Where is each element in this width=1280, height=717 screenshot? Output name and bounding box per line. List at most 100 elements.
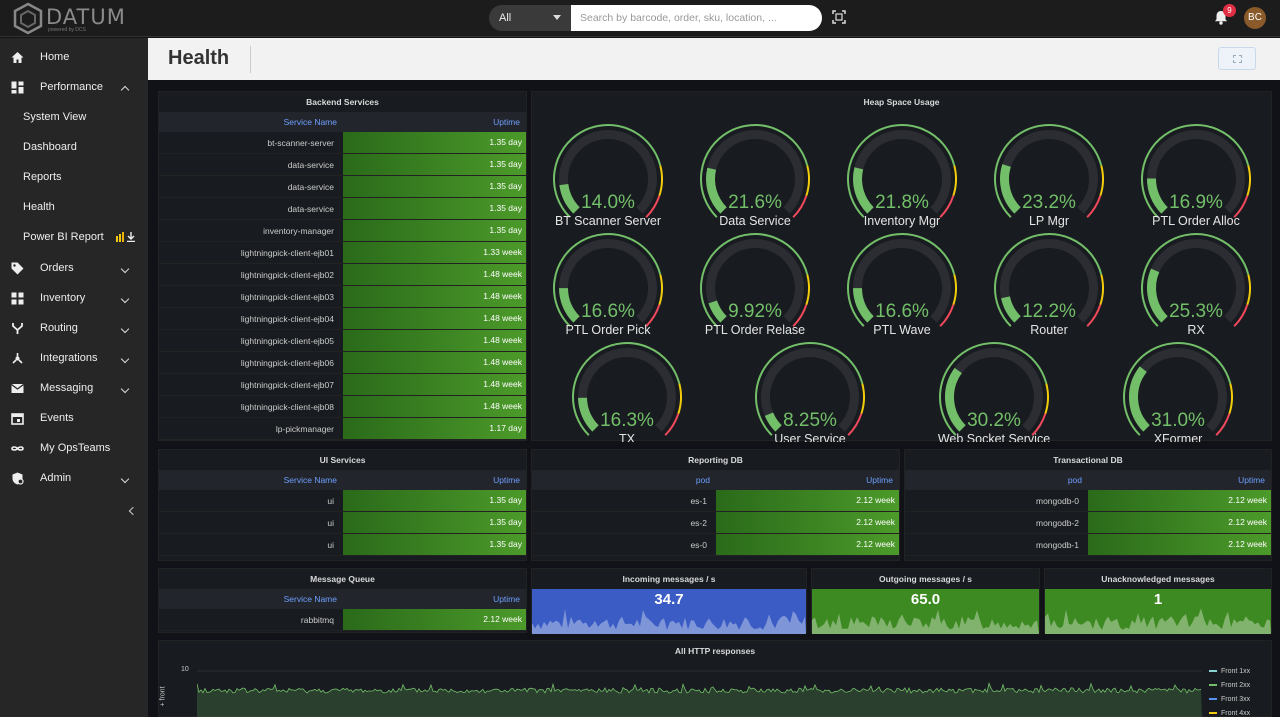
table-row: ui 1.35 day	[159, 534, 526, 556]
gauge-threshold-red	[1086, 195, 1102, 218]
row-uptime: 1.35 day	[343, 176, 526, 197]
legend-label: Front 4xx	[1221, 710, 1251, 717]
tag-icon	[11, 262, 24, 275]
sidebar-item-label: Events	[40, 412, 74, 424]
gauge-value: 9.92%	[728, 301, 782, 322]
gauge-threshold-yellow	[658, 165, 663, 196]
gauge-fill	[1001, 296, 1021, 323]
gauge-value: 16.6%	[581, 301, 635, 322]
table-row: ui 1.35 day	[159, 512, 526, 534]
sidebar-item-home[interactable]: Home	[0, 42, 148, 72]
collapse-sidebar-icon[interactable]	[128, 506, 138, 516]
user-avatar[interactable]: BC	[1244, 7, 1266, 29]
panel-title: Message Queue	[310, 574, 375, 584]
http-responses-chart	[197, 670, 1202, 717]
row-name: es-2	[690, 518, 707, 528]
sidebar-item-routing[interactable]: Routing	[0, 313, 148, 343]
legend-label: Front 3xx	[1221, 696, 1251, 703]
stat-sparkline	[1045, 589, 1271, 634]
row-name: ui	[327, 496, 334, 506]
legend-swatch	[1209, 698, 1217, 701]
table-row: mongodb-0 2.12 week	[905, 490, 1271, 512]
sidebar-item-my-opsteams[interactable]: My OpsTeams	[0, 433, 148, 463]
sidebar-item-label: Inventory	[40, 292, 86, 304]
legend-item[interactable]: Front 1xx	[1209, 668, 1250, 675]
gauge-label: User Service	[774, 432, 846, 442]
column-header-uptime[interactable]: Uptime	[493, 475, 520, 485]
column-header-uptime[interactable]: Uptime	[493, 117, 520, 127]
row-name: rabbitmq	[300, 615, 334, 625]
table-row: bt-scanner-server 1.35 day	[159, 132, 526, 154]
gauge-label: Data Service	[719, 214, 791, 228]
sidebar-item-messaging[interactable]: Messaging	[0, 373, 148, 403]
stat-value: 1	[1153, 591, 1163, 608]
search-input[interactable]	[571, 5, 822, 31]
row-name: ui	[327, 518, 334, 528]
gauge-threshold-green	[1141, 124, 1250, 218]
gauge-threshold-red	[1215, 413, 1231, 436]
gauge-threshold-green	[572, 342, 681, 436]
header-divider	[250, 46, 251, 73]
row-name: lightningpick-client-ejb07	[240, 380, 334, 390]
column-header-pod[interactable]: pod	[695, 475, 710, 485]
row-uptime: 2.12 week	[343, 609, 526, 630]
gauge-threshold-green	[755, 342, 864, 436]
sidebar-item-orders[interactable]: Orders	[0, 253, 148, 283]
chevron-up-icon	[120, 85, 130, 95]
legend-item[interactable]: Front 2xx	[1209, 682, 1250, 689]
panel-title: Outgoing messages / s	[878, 574, 973, 584]
fullscreen-icon	[1233, 55, 1242, 63]
notification-badge: 9	[1223, 4, 1236, 17]
legend-label: Front 1xx	[1221, 668, 1251, 675]
column-header-service-name[interactable]: Service Name	[283, 117, 337, 127]
sidebar-item-label: Home	[40, 51, 70, 63]
sidebar-item-reports[interactable]: Reports	[0, 162, 148, 192]
column-header-uptime[interactable]: Uptime	[493, 594, 520, 604]
row-name: lp-pickmanager	[275, 424, 334, 434]
legend-item[interactable]: Front 3xx	[1209, 696, 1250, 703]
row-uptime: 2.12 week	[716, 512, 899, 533]
fullscreen-button[interactable]	[1218, 47, 1256, 70]
table-header: Service Name Uptime	[159, 112, 526, 132]
gauge-threshold-yellow	[805, 274, 810, 305]
sidebar-item-label: Admin	[40, 472, 72, 484]
sidebar-item-admin[interactable]: Admin	[0, 463, 148, 493]
barcode-scan-icon[interactable]	[832, 10, 846, 24]
column-header-uptime[interactable]: Uptime	[866, 475, 893, 485]
heap-gauge: 16.9%PTL Order Alloc	[1141, 124, 1251, 228]
heap-space-panel: Heap Space Usage 14.0% BT Scanner Server 2…	[531, 91, 1272, 442]
sidebar-item-power-bi-report[interactable]: Power BI Report	[0, 222, 148, 252]
sidebar-item-inventory[interactable]: Inventory	[0, 283, 148, 313]
gauge-threshold-yellow	[860, 383, 865, 414]
row-name: es-1	[690, 496, 707, 506]
sidebar-item-events[interactable]: Events	[0, 403, 148, 433]
column-header-uptime[interactable]: Uptime	[1238, 475, 1265, 485]
column-header-service-name[interactable]: Service Name	[283, 594, 337, 604]
stat-sparkline	[812, 589, 1039, 634]
sidebar-item-label: Dashboard	[23, 141, 77, 153]
heap-gauge: 16.6%PTL Order Pick	[553, 233, 663, 337]
stat-sparkline	[532, 589, 806, 634]
sidebar-item-health[interactable]: Health	[0, 192, 148, 222]
sidebar-item-performance[interactable]: Performance	[0, 72, 148, 102]
sidebar-item-dashboard[interactable]: Dashboard	[0, 132, 148, 162]
stat-sparkline-area	[532, 608, 806, 634]
search-scope-select[interactable]: All	[489, 5, 571, 31]
gauge-value: 31.0%	[1151, 410, 1205, 431]
chevron-down-icon	[120, 294, 130, 304]
row-name: es-0	[690, 540, 707, 550]
column-header-pod[interactable]: pod	[1067, 475, 1082, 485]
gauge-fill	[559, 287, 580, 323]
chevron-down-icon	[120, 384, 130, 394]
legend-item[interactable]: Front 4xx	[1209, 710, 1250, 717]
column-header-service-name[interactable]: Service Name	[283, 475, 337, 485]
heap-gauge: 12.2%Router	[994, 233, 1104, 337]
gauge-threshold-yellow	[952, 165, 957, 196]
brand-name: DATUM	[46, 5, 126, 29]
sidebar-item-label: Orders	[40, 262, 74, 274]
brand-logo[interactable]: DATUM powered by DCS	[12, 2, 142, 35]
panel-title: Unacknowledged messages	[1101, 574, 1215, 584]
gauge-threshold-green	[1141, 233, 1250, 327]
sidebar-item-system-view[interactable]: System View	[0, 102, 148, 132]
sidebar-item-integrations[interactable]: Integrations	[0, 343, 148, 373]
